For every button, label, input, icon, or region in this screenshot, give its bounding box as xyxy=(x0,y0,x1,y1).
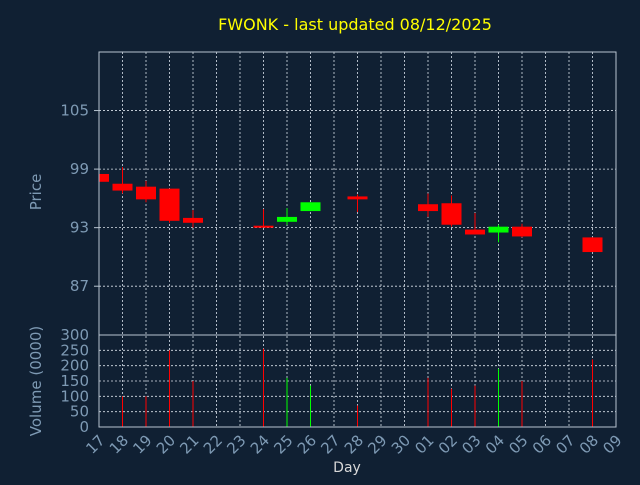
volume-tick-label: 50 xyxy=(70,403,89,421)
price-tick-label: 105 xyxy=(60,102,89,120)
volume-tick-label: 100 xyxy=(60,387,89,405)
x-tick-label: 25 xyxy=(270,431,296,457)
candle-body xyxy=(253,225,274,228)
x-tick-label: 23 xyxy=(223,431,249,457)
volume-tick-label: 150 xyxy=(60,372,89,390)
candle-body xyxy=(99,173,109,182)
price-tick-label: 99 xyxy=(70,160,89,178)
candle-body xyxy=(512,226,532,237)
x-tick-label: 03 xyxy=(458,431,484,457)
candle-body xyxy=(136,186,156,200)
x-tick-label: 18 xyxy=(106,431,132,457)
x-tick-label: 04 xyxy=(482,431,508,457)
x-tick-label: 09 xyxy=(599,431,625,457)
tick-labels: 8793991050501001502002503001718192021222… xyxy=(60,102,625,458)
gridlines xyxy=(94,52,616,427)
price-tick-label: 93 xyxy=(70,219,89,237)
x-tick-label: 08 xyxy=(576,431,602,457)
x-tick-label: 19 xyxy=(129,431,155,457)
candle-body xyxy=(277,216,297,222)
x-tick-label: 05 xyxy=(505,431,531,457)
candle-body xyxy=(582,237,603,253)
price-axis-label: Price xyxy=(27,174,45,211)
x-tick-label: 27 xyxy=(317,431,343,457)
x-tick-label: 07 xyxy=(552,431,578,457)
price-tick-label: 87 xyxy=(70,277,89,295)
candle-body xyxy=(441,203,462,225)
x-tick-label: 01 xyxy=(411,431,437,457)
candle-body xyxy=(347,196,368,200)
volume-tick-label: 0 xyxy=(79,418,89,436)
candle-body xyxy=(418,204,438,212)
x-tick-label: 20 xyxy=(153,431,179,457)
candle-body xyxy=(300,202,321,212)
chart-title: FWONK - last updated 08/12/2025 xyxy=(218,15,492,34)
x-axis-label: Day xyxy=(333,460,361,476)
volume-axis-label: Volume (0000) xyxy=(27,326,45,436)
x-tick-label: 02 xyxy=(435,431,461,457)
candles xyxy=(98,167,603,253)
x-tick-label: 22 xyxy=(200,431,226,457)
x-tick-label: 21 xyxy=(176,431,202,457)
candle-body xyxy=(183,217,203,223)
volume-bars xyxy=(122,348,593,427)
x-tick-label: 29 xyxy=(364,431,390,457)
candle-body xyxy=(159,188,180,221)
x-tick-label: 24 xyxy=(247,431,273,457)
volume-tick-label: 300 xyxy=(60,326,89,344)
x-tick-label: 28 xyxy=(341,431,367,457)
candle-body xyxy=(112,183,133,191)
candle-body xyxy=(488,226,509,233)
x-tick-label: 26 xyxy=(294,431,320,457)
volume-tick-label: 200 xyxy=(60,357,89,375)
x-tick-label: 30 xyxy=(388,431,414,457)
volume-tick-label: 250 xyxy=(60,341,89,359)
volume-panel-frame xyxy=(98,334,617,428)
x-tick-label: 06 xyxy=(529,431,555,457)
candle-body xyxy=(465,229,485,235)
